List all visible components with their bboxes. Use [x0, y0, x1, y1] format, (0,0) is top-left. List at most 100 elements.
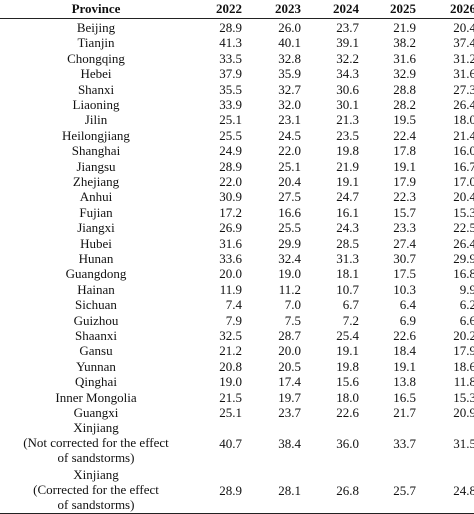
value-cell: 17.8 — [393, 143, 416, 159]
value-cell: 32.2 — [336, 50, 359, 66]
province-cell: Guangxi — [73, 405, 119, 420]
value-cell: 6.6 — [459, 312, 474, 328]
value-cell: 6.7 — [342, 297, 359, 313]
table-row: Guizhou 7.9 7.5 7.2 6.9 6.6 — [0, 312, 474, 329]
province-line: (Corrected for the effect — [33, 482, 159, 498]
province-cell: Jiangsu — [76, 158, 116, 174]
value-cell: 21.4 — [453, 127, 474, 143]
province-cell: Hubei — [80, 235, 112, 251]
table-row: Anhui 30.9 27.5 24.7 22.3 20.4 — [0, 188, 474, 205]
value-cell: 32.8 — [278, 50, 301, 66]
value-cell: 18.1 — [336, 266, 359, 282]
province-cell: Shaanxi — [75, 328, 117, 343]
province-cell: Qinghai — [75, 374, 117, 390]
value-cell: 27.4 — [393, 235, 416, 251]
value-cell: 16.1 — [336, 204, 359, 220]
value-cell: 22.6 — [393, 328, 416, 343]
value-cell: 29.9 — [278, 235, 301, 251]
header-row: Province 2022 2023 2024 2025 2026 — [0, 0, 474, 17]
value-cell: 11.8 — [453, 374, 474, 390]
province-line: of sandstorms) — [57, 450, 135, 466]
header-year: 2025 — [390, 1, 416, 16]
value-cell: 34.3 — [336, 66, 359, 82]
value-cell: 40.7 — [219, 436, 242, 452]
table-row: Guangxi 25.1 23.7 22.6 21.7 20.9 — [0, 404, 474, 421]
value-cell: 17.0 — [453, 174, 474, 189]
province-cell: Guizhou — [73, 312, 119, 328]
value-cell: 28.8 — [393, 81, 416, 97]
value-cell: 19.1 — [393, 358, 416, 374]
value-cell: 19.1 — [336, 343, 359, 359]
value-cell: 38.2 — [393, 35, 416, 51]
header-year: 2026 — [450, 1, 474, 16]
table-row: Beijing 28.9 26.0 23.7 21.9 20.4 — [0, 19, 474, 36]
value-cell: 19.8 — [336, 358, 359, 374]
header-province: Province — [71, 1, 121, 16]
value-cell: 28.2 — [393, 97, 416, 112]
value-cell: 19.1 — [336, 174, 359, 189]
province-cell: Hunan — [78, 251, 114, 266]
value-cell: 26.9 — [219, 220, 242, 236]
value-cell: 37.9 — [219, 66, 242, 82]
value-cell: 11.2 — [278, 281, 301, 297]
value-cell: 24.5 — [278, 127, 301, 143]
value-cell: 22.0 — [278, 143, 301, 159]
value-cell: 31.2 — [453, 50, 474, 66]
value-cell: 18.6 — [453, 358, 474, 374]
province-cell: Beijing — [76, 20, 116, 35]
header-rule — [0, 18, 474, 19]
value-cell: 28.5 — [336, 235, 359, 251]
value-cell: 24.3 — [336, 220, 359, 236]
table-row: Hebei 37.9 35.9 34.3 32.9 31.6 — [0, 65, 474, 82]
value-cell: 32.0 — [278, 97, 301, 112]
value-cell: 31.6 — [453, 66, 474, 82]
value-cell: 21.2 — [219, 343, 242, 359]
value-cell: 33.5 — [219, 50, 242, 66]
value-cell: 31.3 — [336, 251, 359, 266]
value-cell: 24.7 — [336, 189, 359, 205]
value-cell: 19.5 — [393, 112, 416, 128]
province-cell: Yunnan — [76, 358, 116, 374]
province-cell: Hebei — [80, 66, 112, 82]
value-cell: 23.7 — [278, 405, 301, 420]
value-cell: 7.2 — [342, 312, 359, 328]
header-year: 2023 — [275, 1, 301, 16]
value-cell: 16.7 — [453, 158, 474, 174]
province-cell: Jilin — [84, 112, 108, 128]
value-cell: 15.3 — [453, 389, 474, 405]
value-cell: 7.4 — [225, 297, 242, 313]
value-cell: 22.3 — [393, 189, 416, 205]
table-row: Tianjin 41.3 40.1 39.1 38.2 37.4 — [0, 34, 474, 51]
value-cell: 32.5 — [219, 328, 242, 343]
value-cell: 20.8 — [219, 358, 242, 374]
value-cell: 25.7 — [393, 483, 416, 499]
province-line: (Not corrected for the effect — [23, 435, 169, 451]
value-cell: 18.0 — [336, 389, 359, 405]
value-cell: 11.9 — [219, 281, 242, 297]
value-cell: 27.5 — [278, 189, 301, 205]
value-cell: 21.9 — [336, 158, 359, 174]
value-cell: 7.9 — [225, 312, 242, 328]
value-cell: 15.3 — [453, 204, 474, 220]
value-cell: 21.9 — [393, 20, 416, 35]
value-cell: 19.8 — [336, 143, 359, 159]
value-cell: 30.7 — [393, 251, 416, 266]
value-cell: 17.4 — [278, 374, 301, 390]
value-cell: 28.7 — [278, 328, 301, 343]
table-row: Hunan 33.6 32.4 31.3 30.7 29.9 — [0, 250, 474, 267]
value-cell: 36.0 — [336, 436, 359, 452]
table-row: Qinghai 19.0 17.4 15.6 13.8 11.8 — [0, 373, 474, 390]
value-cell: 16.5 — [393, 389, 416, 405]
value-cell: 21.5 — [219, 389, 242, 405]
table-row: Hubei 31.6 29.9 28.5 27.4 26.4 — [0, 235, 474, 252]
value-cell: 7.5 — [284, 312, 301, 328]
value-cell: 20.5 — [278, 358, 301, 374]
value-cell: 35.5 — [219, 81, 242, 97]
value-cell: 23.3 — [393, 220, 416, 236]
value-cell: 31.6 — [219, 235, 242, 251]
value-cell: 16.0 — [453, 143, 474, 159]
value-cell: 18.0 — [453, 112, 474, 128]
value-cell: 21.7 — [393, 405, 416, 420]
value-cell: 22.4 — [393, 127, 416, 143]
province-cell: Anhui — [79, 189, 113, 205]
